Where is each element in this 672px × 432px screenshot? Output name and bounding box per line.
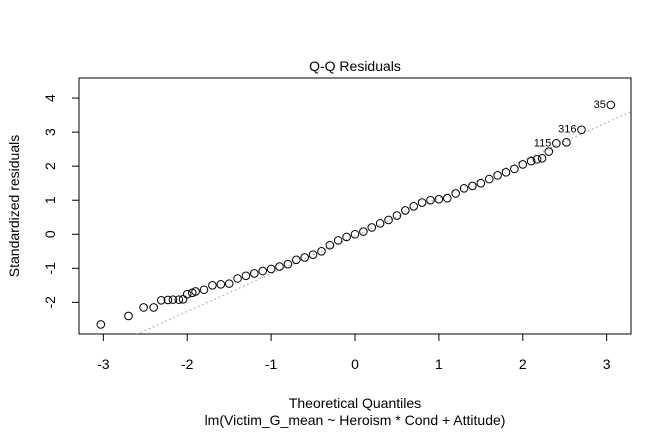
data-point [484,174,494,184]
data-point [367,223,377,232]
data-point [606,100,616,110]
data-point [96,320,106,329]
data-point [224,279,234,288]
data-point [544,147,554,156]
data-point [537,154,547,163]
data-point [291,255,301,265]
points [96,100,616,329]
data-point [552,139,561,148]
data-point [208,281,217,290]
data-point [182,289,192,299]
y-tick-label: 0 [42,230,58,238]
data-point [333,236,343,245]
data-point [392,211,402,220]
data-point [300,253,309,262]
data-point [442,193,452,203]
data-point [493,171,502,180]
data-point [308,250,318,259]
x-tick-label: 0 [351,356,359,372]
data-point [417,198,427,207]
data-point [191,287,200,296]
data-point [325,240,335,250]
data-point [156,295,166,305]
data-point [562,138,571,147]
data-point [250,269,259,278]
data-point [426,195,435,205]
x-tick-label: 2 [519,356,527,372]
data-point [577,125,586,135]
x-tick-label: 3 [603,356,611,372]
y-tick-label: 4 [42,94,58,102]
data-point [149,303,158,312]
data-point [532,155,542,164]
x-tick-label: 1 [435,356,443,372]
data-point [375,219,385,228]
data-point [124,311,133,321]
data-point [178,294,188,304]
y-tick-label: 1 [42,196,58,204]
point-label: 35 [594,99,606,111]
data-point [168,295,178,304]
data-point [342,232,351,242]
x-axis-label: Theoretical Quantiles [289,395,421,411]
y-tick-label: -2 [42,296,58,309]
data-point [359,227,368,236]
y-axis-label: Standardized residuals [6,135,22,277]
x-tick-label: -3 [97,356,110,372]
data-point [258,266,268,276]
data-point [317,246,326,256]
data-point [501,167,511,177]
data-point [434,194,444,204]
plot-frame [78,77,632,335]
chart-title: Q-Q Residuals [309,58,401,74]
data-point [476,178,486,188]
reference-line [136,111,631,334]
x-axis: -3 -2 -1 0 1 2 3 [97,334,611,372]
data-point [409,202,419,211]
data-point [468,181,477,191]
x-tick-label: -1 [265,356,278,372]
y-tick-label: -1 [42,262,58,275]
data-point [283,259,293,269]
data-point [163,295,173,305]
data-point [350,229,360,239]
data-point [174,295,184,304]
data-point [139,303,148,312]
point-labels: 115 316 35 [534,99,606,149]
data-point [459,183,469,193]
data-point [518,160,528,169]
data-point [451,189,460,198]
point-label: 316 [558,124,576,136]
data-point [510,164,519,174]
data-point [199,285,209,295]
chart-subtitle: lm(Victim_G_mean ~ Heroism * Cond + Atti… [205,412,506,428]
data-point [526,156,536,166]
data-point [275,262,284,271]
data-point [401,206,410,215]
data-point [216,279,226,289]
data-point [233,274,242,283]
point-label: 115 [534,137,552,149]
data-point [241,271,251,281]
x-tick-label: -2 [181,356,194,372]
data-point [384,215,393,225]
y-tick-label: 3 [42,128,58,136]
data-point [266,264,276,274]
y-axis: -2 -1 0 1 2 3 4 [42,94,79,309]
y-tick-label: 2 [42,162,58,170]
